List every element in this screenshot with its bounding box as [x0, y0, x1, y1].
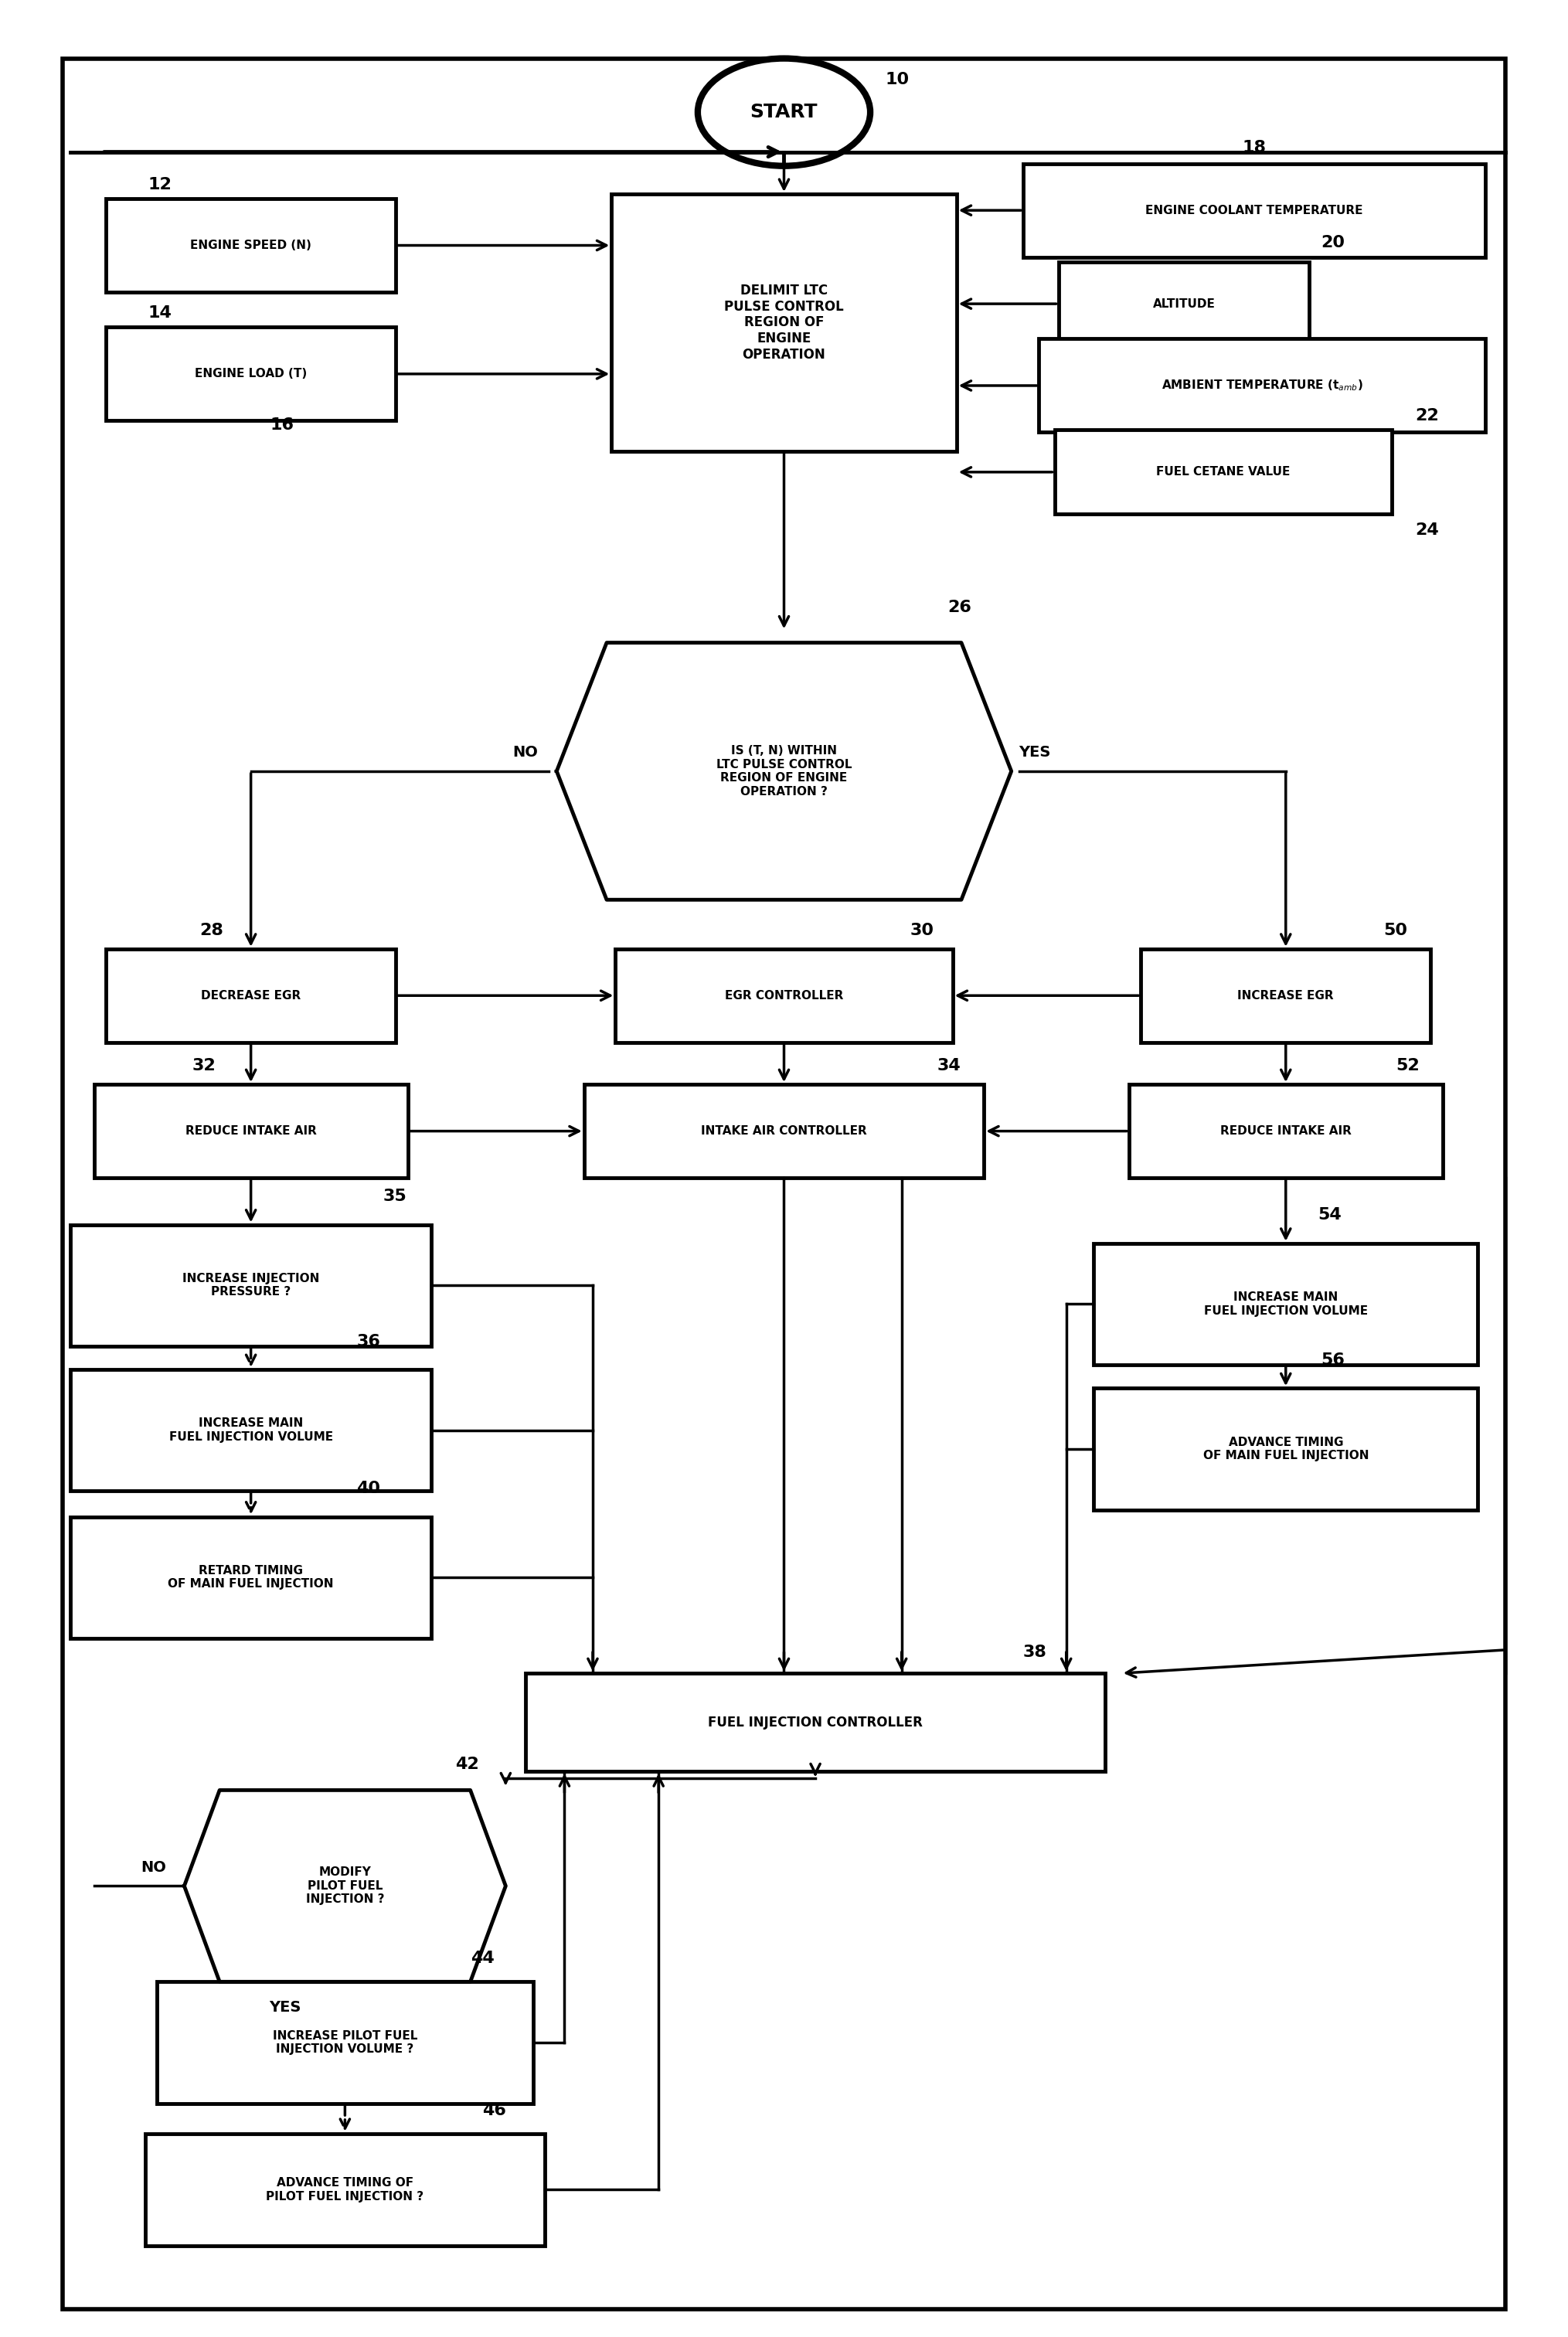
- Text: 34: 34: [936, 1059, 961, 1073]
- Text: NO: NO: [141, 1860, 166, 1874]
- Text: 20: 20: [1320, 236, 1345, 250]
- Text: 42: 42: [455, 1757, 480, 1771]
- Text: 40: 40: [356, 1482, 381, 1496]
- Text: EGR CONTROLLER: EGR CONTROLLER: [724, 991, 844, 1000]
- FancyBboxPatch shape: [1094, 1243, 1477, 1365]
- Text: START: START: [750, 103, 818, 122]
- FancyBboxPatch shape: [63, 58, 1505, 2309]
- Text: ENGINE COOLANT TEMPERATURE: ENGINE COOLANT TEMPERATURE: [1146, 206, 1363, 215]
- Polygon shape: [557, 643, 1011, 900]
- Text: 38: 38: [1022, 1645, 1047, 1659]
- FancyBboxPatch shape: [71, 1225, 431, 1346]
- Text: 26: 26: [947, 601, 972, 615]
- Text: ENGINE SPEED (N): ENGINE SPEED (N): [190, 241, 312, 250]
- Text: 12: 12: [147, 178, 172, 192]
- FancyBboxPatch shape: [1058, 262, 1309, 346]
- Text: 30: 30: [909, 923, 935, 937]
- Text: INCREASE EGR: INCREASE EGR: [1237, 991, 1334, 1000]
- Text: INCREASE MAIN
FUEL INJECTION VOLUME: INCREASE MAIN FUEL INJECTION VOLUME: [1204, 1292, 1367, 1316]
- Text: INCREASE PILOT FUEL
INJECTION VOLUME ?: INCREASE PILOT FUEL INJECTION VOLUME ?: [273, 2031, 417, 2054]
- FancyBboxPatch shape: [615, 949, 952, 1042]
- FancyBboxPatch shape: [71, 1517, 431, 1638]
- Text: NO: NO: [513, 746, 538, 760]
- Text: ADVANCE TIMING
OF MAIN FUEL INJECTION: ADVANCE TIMING OF MAIN FUEL INJECTION: [1203, 1437, 1369, 1461]
- Text: FUEL CETANE VALUE: FUEL CETANE VALUE: [1156, 467, 1290, 477]
- FancyBboxPatch shape: [105, 327, 395, 421]
- Text: ADVANCE TIMING OF
PILOT FUEL INJECTION ?: ADVANCE TIMING OF PILOT FUEL INJECTION ?: [267, 2178, 423, 2201]
- Ellipse shape: [698, 58, 870, 166]
- Text: REDUCE INTAKE AIR: REDUCE INTAKE AIR: [185, 1126, 317, 1136]
- Text: INCREASE MAIN
FUEL INJECTION VOLUME: INCREASE MAIN FUEL INJECTION VOLUME: [169, 1419, 332, 1442]
- Text: 54: 54: [1317, 1208, 1342, 1222]
- FancyBboxPatch shape: [71, 1369, 431, 1491]
- Text: RETARD TIMING
OF MAIN FUEL INJECTION: RETARD TIMING OF MAIN FUEL INJECTION: [168, 1566, 334, 1589]
- Text: 52: 52: [1396, 1059, 1421, 1073]
- Text: 24: 24: [1414, 523, 1439, 538]
- Text: 56: 56: [1320, 1353, 1345, 1367]
- Text: INCREASE INJECTION
PRESSURE ?: INCREASE INJECTION PRESSURE ?: [182, 1274, 320, 1297]
- Text: 10: 10: [884, 72, 909, 86]
- Text: 22: 22: [1414, 409, 1439, 423]
- Text: IS (T, N) WITHIN
LTC PULSE CONTROL
REGION OF ENGINE
OPERATION ?: IS (T, N) WITHIN LTC PULSE CONTROL REGIO…: [717, 746, 851, 797]
- FancyBboxPatch shape: [1054, 430, 1392, 514]
- FancyBboxPatch shape: [105, 949, 395, 1042]
- Text: MODIFY
PILOT FUEL
INJECTION ?: MODIFY PILOT FUEL INJECTION ?: [306, 1867, 384, 1905]
- FancyBboxPatch shape: [1040, 339, 1485, 432]
- Text: 46: 46: [481, 2103, 506, 2117]
- FancyBboxPatch shape: [583, 1084, 985, 1178]
- Text: 28: 28: [199, 923, 224, 937]
- Text: INTAKE AIR CONTROLLER: INTAKE AIR CONTROLLER: [701, 1126, 867, 1136]
- FancyBboxPatch shape: [1129, 1084, 1443, 1178]
- Text: 18: 18: [1242, 140, 1267, 154]
- FancyBboxPatch shape: [157, 1982, 533, 2103]
- Text: 44: 44: [470, 1951, 495, 1965]
- Text: 35: 35: [383, 1190, 408, 1204]
- Text: 50: 50: [1383, 923, 1408, 937]
- FancyBboxPatch shape: [94, 1084, 408, 1178]
- FancyBboxPatch shape: [1094, 1388, 1477, 1510]
- Text: DELIMIT LTC
PULSE CONTROL
REGION OF
ENGINE
OPERATION: DELIMIT LTC PULSE CONTROL REGION OF ENGI…: [724, 283, 844, 362]
- FancyBboxPatch shape: [525, 1673, 1105, 1771]
- Text: 32: 32: [191, 1059, 216, 1073]
- Text: ENGINE LOAD (T): ENGINE LOAD (T): [194, 369, 307, 379]
- Text: YES: YES: [1019, 746, 1051, 760]
- Text: 14: 14: [147, 306, 172, 320]
- Text: YES: YES: [270, 2000, 301, 2014]
- FancyBboxPatch shape: [144, 2134, 546, 2246]
- Text: FUEL INJECTION CONTROLLER: FUEL INJECTION CONTROLLER: [709, 1715, 922, 1729]
- Text: AMBIENT TEMPERATURE (t$_{amb}$): AMBIENT TEMPERATURE (t$_{amb}$): [1162, 379, 1363, 393]
- FancyBboxPatch shape: [105, 199, 395, 292]
- Text: 16: 16: [270, 418, 295, 432]
- FancyBboxPatch shape: [1024, 164, 1485, 257]
- Text: 36: 36: [356, 1334, 381, 1348]
- Text: ALTITUDE: ALTITUDE: [1152, 299, 1215, 308]
- Text: REDUCE INTAKE AIR: REDUCE INTAKE AIR: [1220, 1126, 1352, 1136]
- Text: DECREASE EGR: DECREASE EGR: [201, 991, 301, 1000]
- FancyBboxPatch shape: [612, 194, 956, 451]
- Polygon shape: [185, 1790, 505, 1982]
- FancyBboxPatch shape: [1140, 949, 1430, 1042]
